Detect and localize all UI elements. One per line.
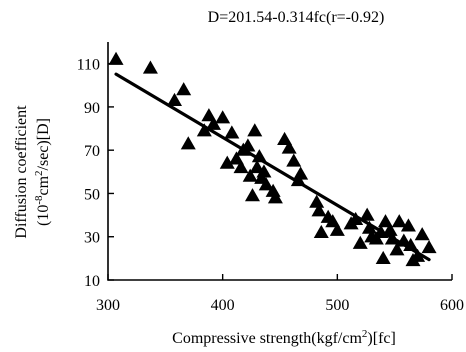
y-tick-label-10: 10 — [84, 273, 100, 290]
y-axis-title-line1: Diffusion coefficient — [13, 105, 30, 239]
data-point-47 — [384, 231, 400, 245]
x-tick-label-300: 300 — [96, 297, 120, 314]
y-axis-title-line2: (10-8cm2/sec)[D] — [33, 118, 52, 226]
data-point-24 — [267, 190, 283, 204]
data-point-49 — [391, 214, 407, 228]
y-tick-label-90: 90 — [84, 100, 100, 117]
data-point-1 — [142, 60, 158, 74]
chart-title: D=201.54-0.314fc(r=-0.92) — [208, 9, 385, 26]
y-axis-title: Diffusion coefficient (10-8cm2/sec)[D] — [13, 105, 52, 239]
y-axis-title-line2-sup2: 2 — [33, 170, 45, 176]
y-axis-title-line2-a: (10 — [35, 205, 52, 226]
data-point-5 — [196, 123, 212, 137]
data-point-37 — [348, 211, 364, 226]
x-tick-label-600: 600 — [440, 297, 464, 314]
data-point-56 — [421, 240, 437, 254]
data-point-54 — [410, 248, 426, 262]
x-axis-title-sup: 2 — [362, 328, 368, 340]
data-point-34 — [325, 214, 341, 228]
data-point-9 — [219, 155, 235, 169]
data-point-32 — [313, 224, 329, 239]
data-point-52 — [403, 237, 419, 252]
data-point-4 — [180, 136, 196, 150]
data-point-35 — [329, 222, 345, 236]
x-axis-title: Compressive strength(kgf/cm2)[fc] — [172, 328, 396, 347]
data-point-38 — [352, 235, 368, 249]
x-axis-title-main: Compressive strength(kgf/cm — [172, 330, 362, 347]
data-point-16 — [244, 188, 260, 202]
y-axis-title-line2-sup1: -8 — [33, 195, 45, 205]
data-point-39 — [359, 207, 375, 221]
data-point-40 — [361, 220, 377, 234]
data-point-10 — [224, 125, 240, 139]
data-point-6 — [201, 108, 217, 122]
data-point-2 — [167, 92, 183, 107]
data-point-7 — [205, 116, 221, 130]
data-point-29 — [293, 166, 309, 180]
y-tick-label-50: 50 — [84, 186, 100, 203]
data-point-31 — [311, 203, 327, 217]
data-point-55 — [414, 227, 430, 241]
plot-area: 10 30 50 70 90 110 300 400 500 600 — [77, 42, 464, 314]
y-axis-title-line2-c: /sec)[D] — [35, 118, 52, 170]
data-point-12 — [233, 159, 249, 174]
data-point-25 — [277, 131, 293, 145]
data-point-21 — [256, 164, 272, 178]
data-point-11 — [228, 151, 244, 165]
data-point-27 — [286, 153, 302, 167]
y-tick-label-110: 110 — [77, 57, 100, 74]
data-point-51 — [400, 218, 416, 232]
data-point-26 — [281, 140, 297, 154]
data-point-15 — [242, 168, 258, 182]
x-tick-label-400: 400 — [211, 297, 235, 314]
data-point-19 — [251, 149, 267, 163]
data-point-30 — [309, 194, 325, 208]
data-point-0 — [108, 51, 124, 65]
data-point-48 — [389, 242, 405, 256]
data-point-45 — [377, 214, 393, 228]
data-point-22 — [258, 177, 274, 191]
data-point-17 — [247, 123, 263, 137]
y-axis-title-line2-b: cm — [35, 175, 52, 195]
y-tick-label-30: 30 — [84, 230, 100, 247]
data-point-44 — [375, 250, 391, 264]
y-tick-label-70: 70 — [84, 143, 100, 160]
data-point-14 — [240, 138, 256, 152]
x-tick-label-500: 500 — [325, 297, 349, 314]
data-point-3 — [176, 82, 192, 96]
x-axis-title-tail: )[fc] — [367, 330, 395, 347]
data-point-8 — [215, 110, 231, 124]
data-point-46 — [382, 222, 398, 236]
